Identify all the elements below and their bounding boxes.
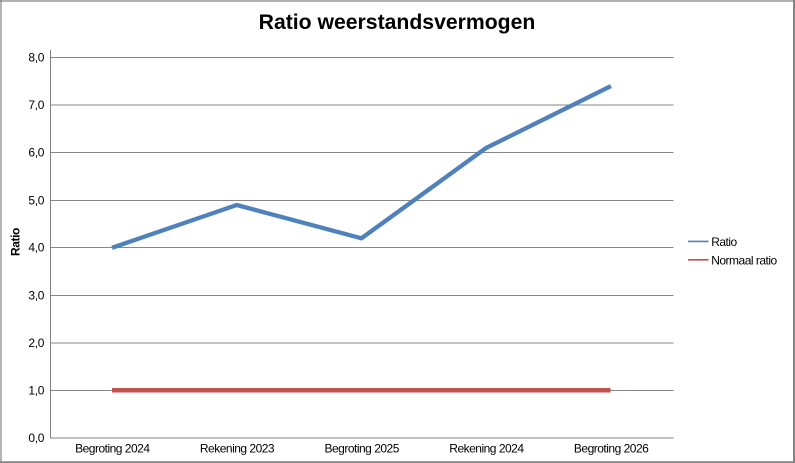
svg-text:Rekening 2023: Rekening 2023 (200, 442, 275, 456)
svg-text:5,0: 5,0 (28, 193, 44, 207)
svg-text:Begroting 2025: Begroting 2025 (324, 442, 399, 456)
svg-text:Normaal ratio: Normaal ratio (711, 253, 777, 267)
svg-text:7,0: 7,0 (28, 98, 44, 112)
svg-text:Ratio: Ratio (711, 235, 737, 249)
svg-text:0,0: 0,0 (28, 431, 44, 445)
svg-text:Rekening 2024: Rekening 2024 (449, 442, 524, 456)
svg-text:4,0: 4,0 (28, 240, 44, 254)
svg-text:Begroting 2024: Begroting 2024 (75, 442, 150, 456)
svg-text:3,0: 3,0 (28, 288, 44, 302)
svg-text:Begroting 2026: Begroting 2026 (574, 442, 649, 456)
svg-text:Ratio: Ratio (9, 228, 23, 256)
svg-text:6,0: 6,0 (28, 145, 44, 159)
svg-text:1,0: 1,0 (28, 383, 44, 397)
svg-text:Ratio weerstandsvermogen: Ratio weerstandsvermogen (259, 11, 536, 34)
svg-text:2,0: 2,0 (28, 336, 44, 350)
svg-text:8,0: 8,0 (28, 50, 44, 64)
